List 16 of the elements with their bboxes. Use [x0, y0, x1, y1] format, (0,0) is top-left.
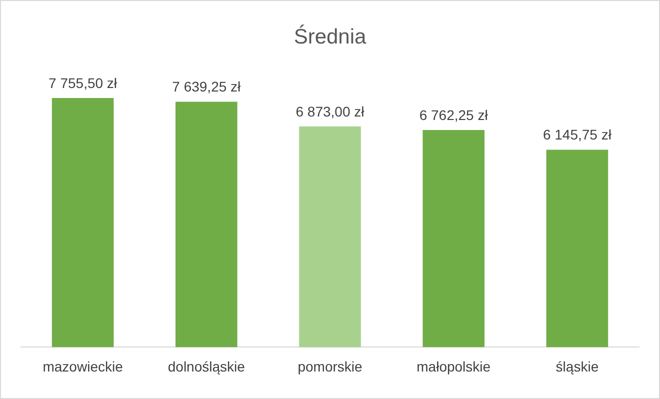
- x-tick-label: pomorskie: [298, 358, 362, 374]
- x-tick-label: małopolskie: [416, 358, 491, 374]
- bar: [52, 98, 114, 348]
- bar: [176, 102, 238, 348]
- data-label: 6 873,00 zł: [296, 103, 366, 120]
- bar: [422, 130, 484, 348]
- data-label: 6 762,25 zł: [419, 106, 489, 123]
- data-label: 7 639,25 zł: [172, 78, 242, 95]
- x-tick-label: dolnośląskie: [168, 358, 246, 374]
- data-label: 7 755,50 zł: [48, 74, 118, 91]
- bar: [546, 150, 608, 348]
- x-tick-label: śląskie: [556, 358, 599, 374]
- chart-title: Średnia: [294, 24, 367, 48]
- data-label: 6 145,75 zł: [542, 126, 612, 143]
- x-tick-label: mazowieckie: [42, 358, 124, 374]
- bar: [299, 126, 361, 348]
